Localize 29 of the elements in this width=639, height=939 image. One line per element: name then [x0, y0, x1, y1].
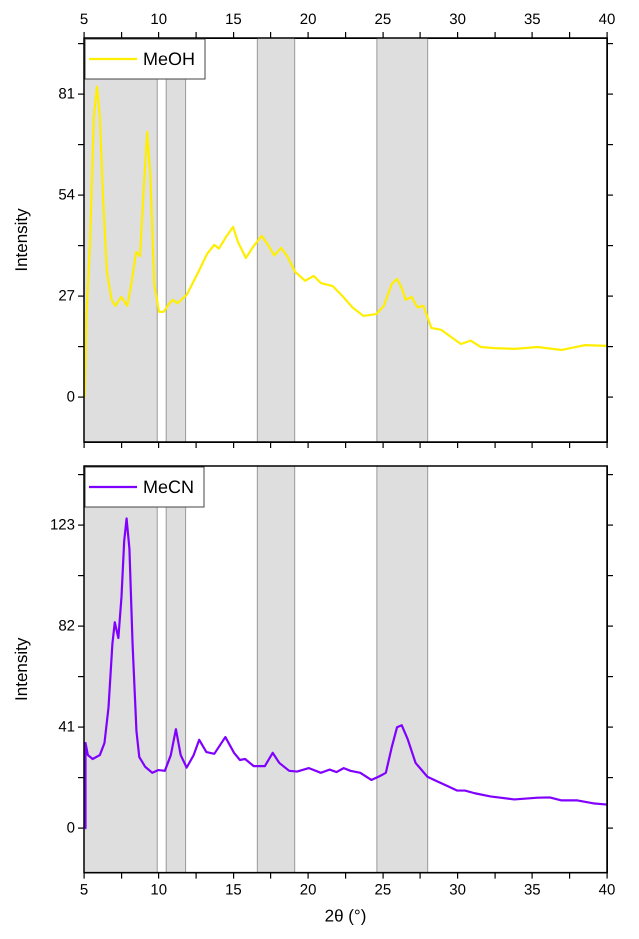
y-tick-label: 27 [58, 287, 75, 304]
y-tick-label: 41 [58, 718, 75, 736]
x2-tick-label: 5 [80, 11, 88, 28]
x-tick-label: 20 [300, 882, 316, 899]
y-tick-label: 0 [66, 388, 75, 406]
x-tick-label: 15 [225, 882, 242, 899]
x2-tick-label: 35 [524, 11, 541, 28]
x-tick-label: 40 [598, 882, 616, 899]
x2-tick-label: 10 [150, 11, 168, 28]
x-tick-label: 10 [150, 882, 168, 899]
y-axis-title: Intensity [12, 637, 31, 701]
x-tick-label: 30 [449, 882, 466, 899]
x-tick-label: 5 [80, 882, 88, 899]
x2-tick-label: 30 [449, 11, 466, 28]
legend-label: MeOH [143, 48, 196, 69]
x-tick-label: 25 [374, 882, 392, 899]
legend-label: MeCN [143, 476, 194, 497]
y-tick-label: 0 [66, 819, 75, 836]
x-axis-title: 2θ (°) [324, 906, 366, 926]
y-tick-label: 82 [58, 617, 75, 634]
x2-tick-label: 40 [598, 11, 616, 28]
x2-tick-label: 15 [225, 11, 242, 28]
x2-tick-label: 25 [374, 11, 392, 28]
x2-tick-label: 20 [300, 11, 316, 28]
y-tick-label: 54 [58, 186, 75, 204]
y-tick-label: 123 [50, 516, 75, 534]
y-tick-label: 81 [58, 85, 75, 102]
x-tick-label: 35 [524, 882, 541, 899]
y-axis-title: Intensity [12, 208, 31, 272]
